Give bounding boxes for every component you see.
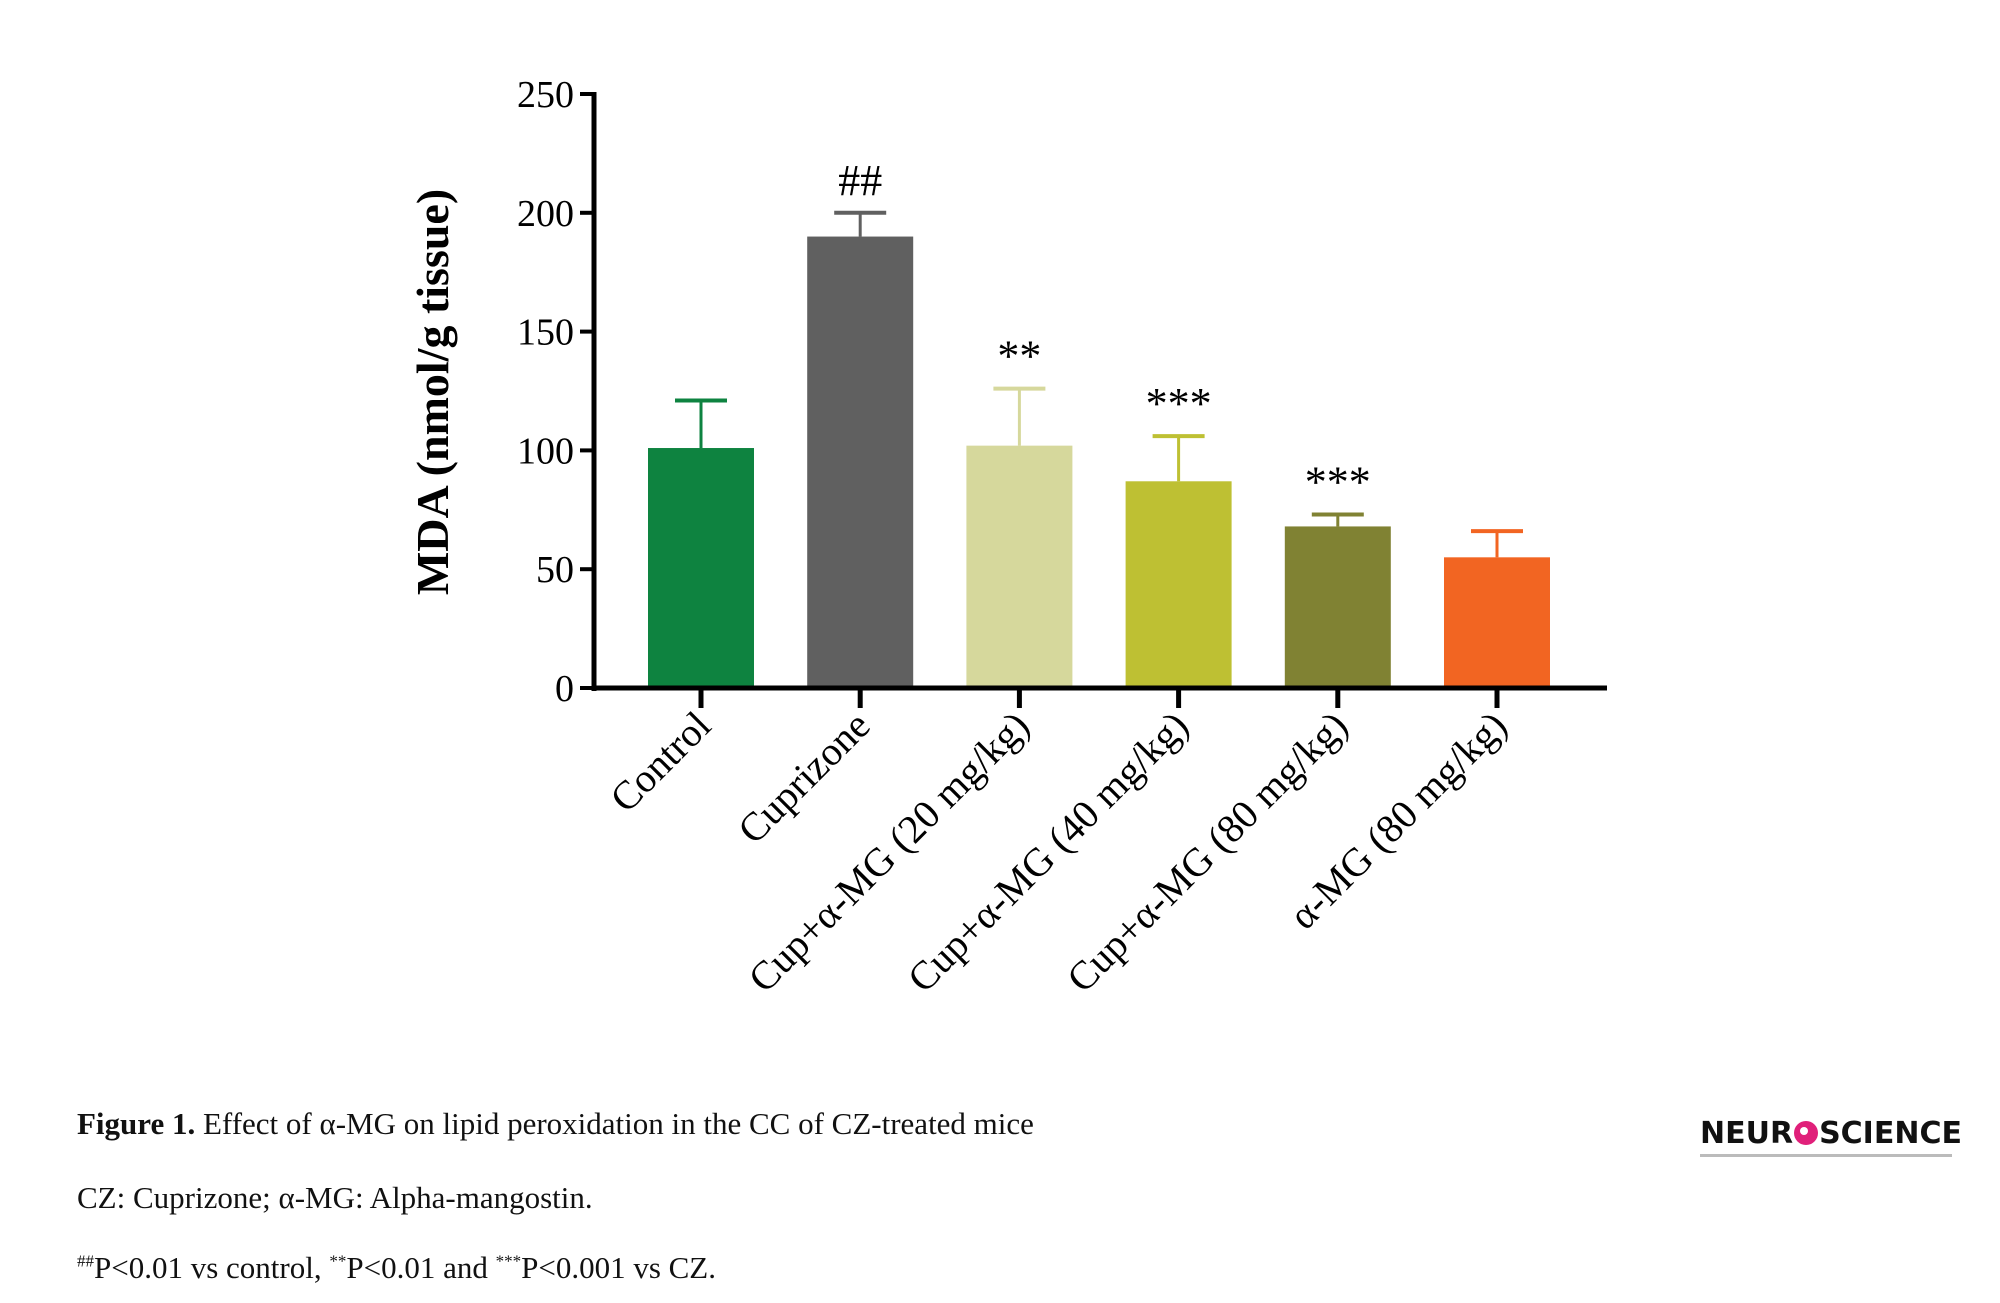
y-tick-label: 150 [517, 312, 574, 354]
text: P<0.01 vs control, [94, 1250, 330, 1285]
x-tick-label: Cup+α-MG (40 mg/kg) [899, 703, 1197, 1001]
significance-label: *** [1146, 379, 1212, 428]
caption-abbreviations: CZ: Cuprizone; α-MG: Alpha-mangostin. [77, 1180, 593, 1215]
significance-label: ## [838, 156, 882, 205]
bar [1284, 526, 1391, 688]
caption-title: Figure 1. Effect of α-MG on lipid peroxi… [77, 1106, 1034, 1142]
text: P<0.01 and [346, 1250, 496, 1285]
sup: ## [77, 1251, 94, 1271]
significance-label: *** [1305, 458, 1371, 507]
text: P<0.001 vs CZ. [521, 1250, 716, 1285]
bar [1125, 481, 1232, 688]
caption-significance: ##P<0.01 vs control, **P<0.01 and ***P<0… [77, 1250, 716, 1286]
bar [807, 236, 914, 688]
x-tick-label: Control [601, 703, 719, 821]
figure-title: Effect of α-MG on lipid peroxidation in … [203, 1106, 1034, 1141]
sup: *** [495, 1251, 522, 1271]
y-tick-label: 100 [517, 430, 574, 472]
significance-label: ** [997, 332, 1041, 381]
x-tick-label: Cup+α-MG (80 mg/kg) [1058, 703, 1356, 1001]
figure-label: Figure 1. [77, 1106, 196, 1141]
y-tick-label: 250 [517, 74, 574, 116]
logo-text: NEUR [1700, 1116, 1794, 1151]
x-tick-label: Cuprizone [729, 703, 879, 853]
bar [966, 445, 1073, 688]
y-axis-title: MDA (nmol/g tissue) [407, 189, 458, 595]
x-tick-label: Cup+α-MG (20 mg/kg) [739, 703, 1037, 1001]
y-tick-label: 200 [517, 193, 574, 235]
y-tick-label: 0 [555, 668, 574, 710]
neuron-icon [1794, 1121, 1819, 1145]
bar [1444, 557, 1550, 688]
neuroscience-logo: NEUR SCIENCE [1700, 1116, 1962, 1157]
bar [648, 448, 754, 688]
y-tick-label: 50 [536, 549, 574, 591]
logo-text: SCIENCE [1819, 1116, 1962, 1151]
sup: ** [329, 1251, 347, 1271]
